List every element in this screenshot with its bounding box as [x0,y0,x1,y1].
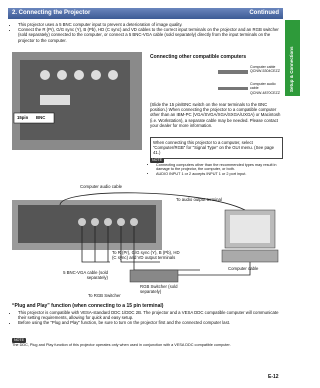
section-paragraph: (Slide the 15 pin/BNC switch on the rear… [150,102,281,128]
illustrations [12,52,279,283]
cable-callout: Computer cable QCNW-5304CEZZ [250,65,284,74]
bnc-terminals [78,218,138,226]
page: 2. Connecting the Projector Continued Se… [0,0,300,388]
screen [230,215,270,243]
cable-name: Computer cable [250,65,276,69]
pnp-bullet: Before using the “Plug and Play” functio… [18,320,284,325]
note-label: NOTE [12,338,26,343]
header-bar: 2. Connecting the Projector Continued [8,8,283,19]
pnp-title: “Plug and Play” function (when connectin… [12,303,164,309]
note: The DDC, Plug and Play function of this … [12,342,231,347]
diagram-label: To audio output terminal [176,197,222,202]
terminals [40,70,118,105]
note: AUDIO INPUT 1 or 2 accepts INPUT 1 or 2 … [156,172,282,177]
diagram-label: To RGB Switcher [88,293,121,298]
boxed-note: When connecting this projector to a comp… [150,137,283,159]
cable-callout: Computer audio cable QCNW-4870CEZZ [250,82,284,95]
switch-box [13,112,55,124]
cable-name: Computer audio cable [250,82,276,91]
intro-bullet: This projector uses a 5 BNC computer inp… [18,22,282,27]
intro-bullet: Connect the R (Pr), G/G sync (Y), B (Pb)… [18,27,282,43]
switch-label: 15pin [17,115,29,120]
diagram-label: To R (Pr), G/G sync (Y), B (Pb), HD (C s… [112,250,180,261]
diagram-label: Computer cable [228,266,259,271]
note-label: NOTE [150,158,164,163]
cable-code: QCNW-5304CEZZ [250,69,280,74]
cable-icon [218,87,248,90]
rgb-switcher [129,269,179,283]
diagram-label: 5 BNC-VGA cable (sold separately) [63,270,108,281]
header-continued: Continued [249,10,279,16]
note-block: NOTE Connecting computers other than the… [150,158,282,176]
diagram-label: Computer audio cable [80,184,123,189]
diagram-label: RGB Switcher (sold separately) [140,284,178,295]
section-title: Connecting other compatible computers [150,54,247,60]
cable-code: QCNW-4870CEZZ [250,90,280,95]
page-number: E-12 [268,374,279,380]
computer-body [221,249,279,263]
cable-icon [218,70,248,74]
header-title: 2. Connecting the Projector [12,10,91,16]
intro-list: This projector uses a 5 BNC computer inp… [12,22,282,43]
side-tab: Setup & Connections [285,20,300,96]
switch-label: BNC [36,115,46,120]
pnp-bullet: This projector is compatible with VESA-s… [18,310,284,320]
note: Connecting computers other than the reco… [156,163,282,172]
pnp-list: This projector is compatible with VESA-s… [12,310,284,326]
pnp-note: NOTE The DDC, Plug and Play function of … [12,338,284,347]
